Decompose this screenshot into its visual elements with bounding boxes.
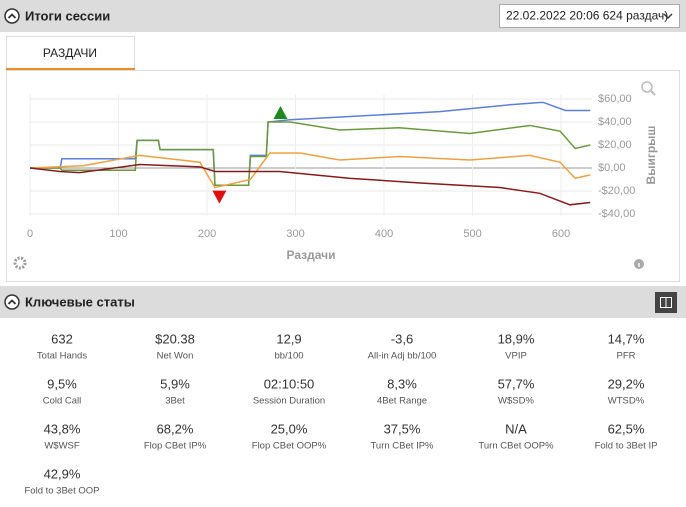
chart-panel (6, 70, 680, 282)
tab[interactable] (6, 36, 135, 71)
stat-value: 68,2% (157, 421, 194, 436)
stat-label: Fold to 3Bet OOP (25, 486, 100, 497)
x-axis-title: Раздачи (287, 248, 336, 262)
x-tick-label: 300 (286, 228, 304, 240)
stat-label: Session Duration (253, 396, 325, 407)
stat-label: bb/100 (274, 351, 303, 362)
stat-value: 5,9% (160, 376, 190, 391)
tab-label: РАЗДАЧИ (43, 46, 97, 60)
stat-value: -3,6 (391, 331, 413, 346)
dropdown-icon (663, 13, 673, 19)
zoom-icon[interactable] (641, 81, 653, 93)
stat-label: 4Bet Range (377, 396, 427, 407)
stat-value: 25,0% (271, 421, 308, 436)
stat-label: Total Hands (37, 351, 87, 362)
stat-value: 8,3% (387, 376, 417, 391)
stat-value: 18,9% (498, 331, 535, 346)
extreme-marker (273, 105, 288, 119)
x-tick-label: 400 (375, 228, 393, 240)
y-tick-label: $40,00 (598, 116, 632, 128)
y-tick-label: $0,00 (598, 162, 626, 174)
stat-label: 3Bet (165, 396, 185, 407)
collapse-icon (7, 13, 17, 19)
collapse-button[interactable] (4, 8, 20, 24)
stat-value: 42,9% (44, 466, 81, 481)
x-tick-label: 100 (109, 228, 127, 240)
x-tick-label: 200 (198, 228, 216, 240)
session-dropdown[interactable] (499, 4, 680, 28)
stat-value: 62,5% (608, 421, 645, 436)
stat-label: W$WSF (44, 441, 80, 452)
stat-label: Net Won (157, 351, 194, 362)
stat-value: $20.38 (155, 331, 195, 346)
stat-label: Turn CBet OOP% (478, 441, 554, 452)
session-text: 22.02.2022 20:06 624 раздач) (506, 9, 668, 23)
settings-icon[interactable] (13, 256, 27, 270)
section-title: Ключевые статы (25, 294, 135, 309)
stat-label: VPIP (505, 351, 527, 362)
stat-label: W$SD% (498, 396, 534, 407)
stat-value: 37,5% (384, 421, 421, 436)
stat-value: 12,9 (276, 331, 301, 346)
info-icon-glyph (638, 263, 640, 267)
stat-label: Flop CBet OOP% (252, 441, 327, 452)
stat-label: WTSD% (608, 396, 645, 407)
x-tick-label: 500 (463, 228, 481, 240)
stat-label: Flop CBet IP% (144, 441, 207, 452)
stat-label: PFR (617, 351, 636, 362)
zoom-icon-handle (650, 90, 656, 96)
y-tick-label: -$40,00 (598, 208, 635, 220)
collapse-icon (7, 299, 17, 305)
x-tick-label: 0 (27, 228, 33, 240)
stat-value: 57,7% (498, 376, 535, 391)
series-line (29, 152, 591, 189)
stat-value: 02:10:50 (264, 376, 315, 391)
stat-label: Turn CBet IP% (370, 441, 434, 452)
stat-value: 43,8% (44, 421, 81, 436)
y-tick-label: -$20,00 (598, 185, 635, 197)
stats-header (0, 286, 686, 318)
series-line (30, 121, 591, 186)
x-tick-label: 600 (552, 228, 570, 240)
collapse-button[interactable] (4, 294, 20, 310)
section-title: Итоги сессии (25, 8, 110, 23)
series-line (29, 163, 591, 206)
stat-label: Fold to 3Bet IP (595, 441, 658, 452)
y-tick-label: $20,00 (598, 139, 632, 151)
stat-value: 9,5% (47, 376, 77, 391)
y-tick-label: $60,00 (598, 93, 632, 105)
stat-value: 632 (51, 331, 73, 346)
stat-value: 29,2% (608, 376, 645, 391)
stat-label: All-in Adj bb/100 (368, 351, 437, 362)
stat-label: Cold Call (43, 396, 82, 407)
extreme-marker (212, 190, 227, 204)
y-axis-title: Выигрыш (644, 126, 658, 185)
stat-value: N/A (505, 421, 527, 436)
stat-value: 14,7% (608, 331, 645, 346)
